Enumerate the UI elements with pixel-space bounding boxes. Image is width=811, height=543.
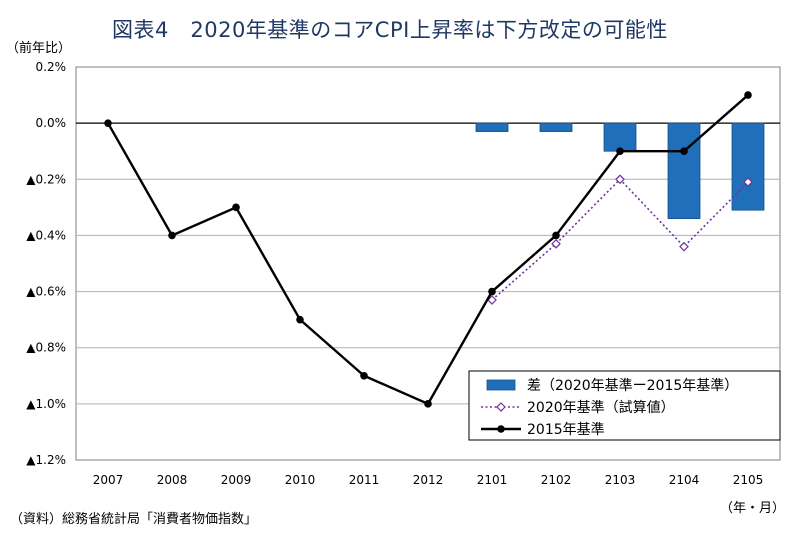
point-2020 (679, 241, 689, 252)
point-2015 (424, 400, 432, 408)
bar (475, 122, 509, 132)
bar (667, 122, 701, 219)
legend-label: 差（2020年基準ー2015年基準） (527, 377, 738, 394)
bar (603, 122, 637, 152)
x-tick-label: 2103 (605, 473, 636, 487)
y-tick-label: ▲0.6% (26, 285, 66, 299)
point-2015 (232, 203, 240, 212)
point-2015 (680, 147, 688, 156)
legend-key-2020-marker (496, 402, 506, 412)
legend-label: 2020年基準（試算値） (527, 399, 675, 416)
source-note: （資料）総務省統計局「消費者物価指数」 (10, 512, 258, 527)
point-2020 (551, 239, 561, 249)
bar (731, 122, 765, 211)
point-2015 (552, 231, 560, 240)
point-2015 (616, 147, 624, 156)
x-tick-label: 2009 (221, 473, 252, 487)
x-unit-label: （年・月） (720, 501, 786, 516)
x-tick-label: 2010 (285, 473, 316, 487)
y-tick-label: ▲1.0% (26, 397, 66, 411)
y-tick-label: ▲0.4% (26, 228, 66, 242)
y-tick-label: 0.0% (36, 116, 67, 130)
legend-key-bar (486, 379, 516, 391)
point-2015 (296, 315, 304, 324)
x-tick-label: 2007 (93, 473, 124, 487)
point-2020 (615, 174, 625, 185)
x-tick-label: 2012 (413, 473, 444, 487)
legend-key-2015-marker (497, 425, 505, 433)
x-tick-label: 2011 (349, 473, 380, 487)
bar (539, 122, 573, 132)
point-2015 (744, 91, 752, 99)
x-tick-label: 2105 (733, 473, 764, 487)
point-2015 (168, 231, 176, 240)
point-2020 (743, 177, 753, 187)
point-2015 (360, 371, 368, 380)
y-tick-label: ▲0.8% (26, 341, 66, 355)
x-tick-label: 2102 (541, 473, 572, 487)
point-2015 (104, 119, 112, 127)
y-tick-label: ▲0.2% (26, 172, 66, 186)
y-tick-label: 0.2% (36, 60, 67, 74)
y-tick-label: ▲1.2% (26, 453, 66, 467)
legend-label: 2015年基準 (527, 421, 605, 438)
chart-title: 図表4 2020年基準のコアCPI上昇率は下方改定の可能性 (112, 18, 668, 42)
x-tick-label: 2008 (157, 473, 188, 487)
point-2015 (488, 287, 496, 296)
y-unit-label: （前年比） (6, 41, 72, 56)
x-tick-label: 2104 (669, 473, 700, 487)
x-tick-label: 2101 (477, 473, 508, 487)
